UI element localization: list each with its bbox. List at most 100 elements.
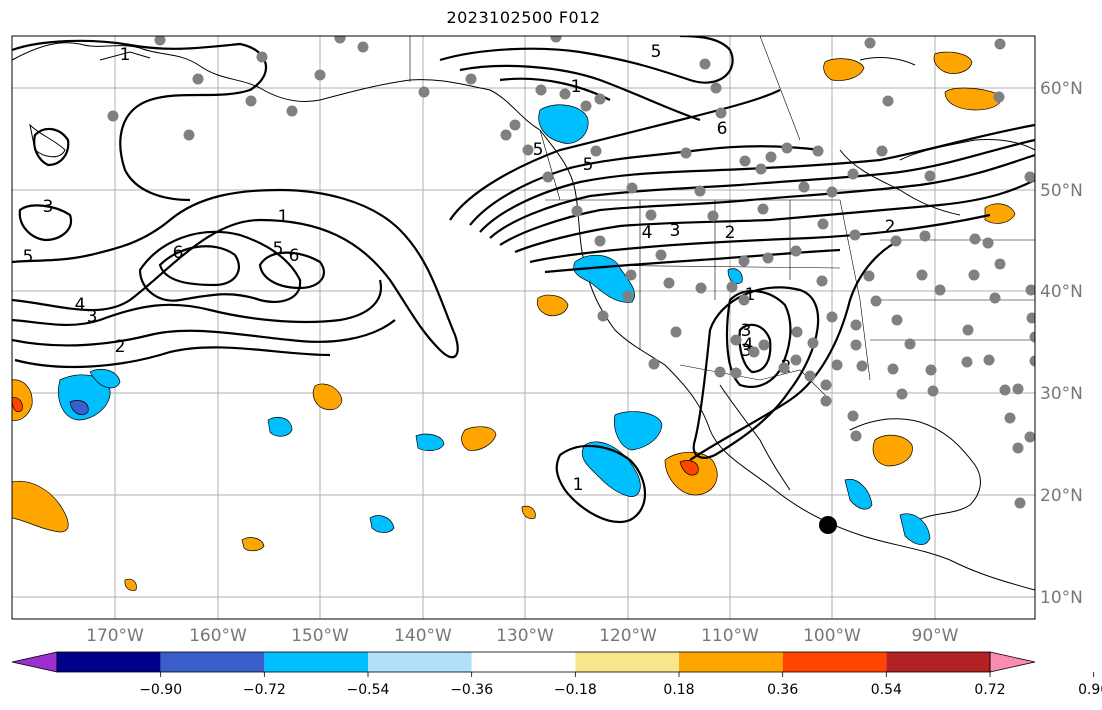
colorbar-segment xyxy=(679,652,783,672)
station-dot xyxy=(891,314,903,326)
lon-tick-label: 160°W xyxy=(189,626,247,646)
station-dot xyxy=(904,338,916,350)
lat-tick-label: 30°N xyxy=(1040,384,1083,404)
station-dot xyxy=(357,41,369,53)
station-dot xyxy=(245,95,257,107)
station-dot xyxy=(790,354,802,366)
station-dot xyxy=(590,145,602,157)
lat-tick-label: 60°N xyxy=(1040,79,1083,99)
colorbar-segment xyxy=(782,652,887,672)
contour-label: 1 xyxy=(571,77,582,97)
colorbar-segment xyxy=(886,652,990,672)
station-dot xyxy=(594,93,606,105)
station-dot xyxy=(707,210,719,222)
station-dot xyxy=(597,310,609,322)
station-dot xyxy=(781,142,793,154)
contour-label: 2 xyxy=(115,337,126,357)
station-dot xyxy=(791,326,803,338)
contour-label: 3 xyxy=(43,197,54,217)
station-dot xyxy=(694,185,706,197)
station-dot xyxy=(1029,355,1035,367)
station-dot xyxy=(670,326,682,338)
station-dot xyxy=(730,367,742,379)
station-dot xyxy=(715,107,727,119)
station-dot xyxy=(334,36,346,44)
colorbar: −0.90 −0.72 −0.54 −0.36 −0.18 0.18 0.36 0.54 0.7… xyxy=(11,651,1102,698)
station-dot xyxy=(154,36,166,46)
station-dot xyxy=(968,269,980,281)
contour-label: 5 xyxy=(273,239,284,259)
station-dot xyxy=(726,281,738,293)
lat-tick-label: 10°N xyxy=(1040,588,1083,608)
station-dot xyxy=(663,277,675,289)
station-dot xyxy=(680,147,692,159)
station-dot xyxy=(924,170,936,182)
station-dot xyxy=(314,69,326,81)
station-dot xyxy=(535,84,547,96)
colorbar-label: 0.36 xyxy=(767,682,798,698)
station-dot xyxy=(1012,383,1024,395)
station-dot xyxy=(758,339,770,351)
map-frame xyxy=(11,35,1036,620)
station-dot xyxy=(826,311,838,323)
station-markers xyxy=(107,36,1035,509)
station-dot xyxy=(748,346,760,358)
lon-tick-label: 100°W xyxy=(803,626,861,646)
colorbar-label: −0.90 xyxy=(139,682,182,698)
station-dot xyxy=(831,359,843,371)
station-dot xyxy=(919,230,931,242)
contour-label: 5 xyxy=(583,155,594,175)
station-dot xyxy=(820,379,832,391)
station-dot xyxy=(934,284,946,296)
station-dot xyxy=(969,233,981,245)
station-dot xyxy=(550,36,562,43)
station-dot xyxy=(1024,431,1035,443)
lon-tick-label: 140°W xyxy=(394,626,452,646)
contour-label: 3 xyxy=(741,341,752,361)
station-dot xyxy=(622,290,634,302)
map-title: 2023102500 F012 xyxy=(446,8,601,27)
colorbar-label: −0.72 xyxy=(243,682,286,698)
station-dot xyxy=(961,356,973,368)
station-dot xyxy=(714,366,726,378)
station-dot xyxy=(882,95,894,107)
station-dot xyxy=(522,144,534,156)
station-dot xyxy=(856,360,868,372)
lat-tick-label: 40°N xyxy=(1040,282,1083,302)
colorbar-segment xyxy=(264,652,368,672)
contour-label: 3 xyxy=(87,307,98,327)
contour-label: 6 xyxy=(717,119,728,139)
station-dot xyxy=(896,388,908,400)
station-dot xyxy=(999,384,1011,396)
station-dot xyxy=(738,255,750,267)
colorbar-segment xyxy=(471,652,576,672)
station-dot xyxy=(1012,442,1024,454)
colorbar-segment xyxy=(575,652,679,672)
station-dot xyxy=(863,270,875,282)
station-dot xyxy=(107,110,119,122)
colorbar-label: 0.72 xyxy=(974,682,1005,698)
contour-label: 4 xyxy=(743,335,754,355)
lon-tick-label: 130°W xyxy=(496,626,554,646)
station-dot xyxy=(916,269,928,281)
colorbar-label: −0.54 xyxy=(347,682,390,698)
contour-label: 6 xyxy=(173,243,184,263)
station-dot xyxy=(816,275,828,287)
station-dot xyxy=(798,181,810,193)
lon-tick-label: 150°W xyxy=(291,626,349,646)
station-dot xyxy=(817,218,829,230)
colorbar-label: 0.90 xyxy=(1078,682,1102,698)
station-dot xyxy=(730,334,742,346)
contour-label: 1 xyxy=(120,45,131,65)
contour-label: 1 xyxy=(278,207,289,227)
station-dot xyxy=(739,155,751,167)
station-dot xyxy=(465,73,477,85)
station-dot xyxy=(594,235,606,247)
station-dot xyxy=(847,410,859,422)
station-dot xyxy=(762,252,774,264)
station-dot xyxy=(757,203,769,215)
station-dot xyxy=(826,186,838,198)
station-dot xyxy=(849,229,861,241)
station-dot xyxy=(804,370,816,382)
lon-tick-label: 120°W xyxy=(599,626,657,646)
